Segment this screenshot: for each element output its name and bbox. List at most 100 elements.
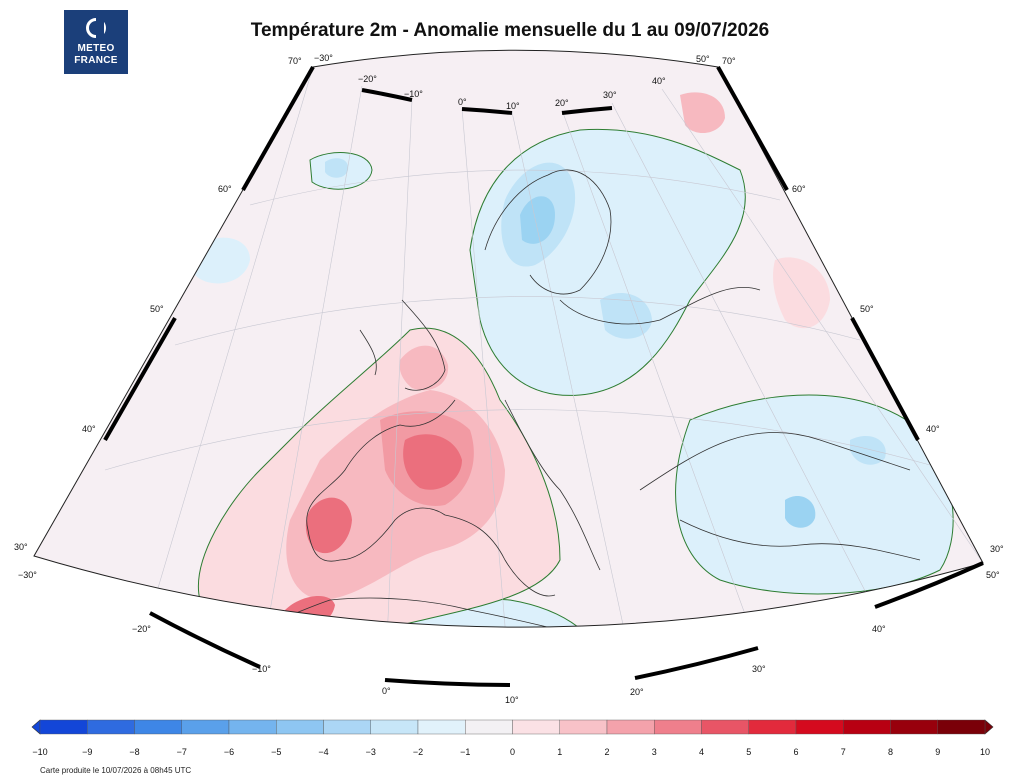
colorbar-tick-label: −5: [271, 747, 282, 757]
meridian-label-top: 30°: [603, 90, 617, 100]
colorbar-swatch: [87, 719, 135, 735]
frame-thick-segments: [103, 66, 984, 687]
meridian-label-bottom: −30°: [18, 570, 37, 580]
cool-region-east: [675, 394, 954, 595]
colorbar-tick-label: 3: [651, 747, 657, 757]
colorbar-tick-label: −9: [82, 747, 93, 757]
parallel-labels-left: 70° 60° 50° 40° 30°: [14, 56, 302, 552]
colorbar-arrow-right: [984, 719, 994, 735]
warm-core-iberia: [305, 497, 352, 554]
meridian-label-bottom: 0°: [382, 686, 391, 696]
map-title: Température 2m - Anomalie mensuelle du 1…: [250, 20, 770, 41]
meridian-label-bottom: 30°: [752, 664, 766, 674]
colorbar-tick-label: 4: [698, 747, 705, 757]
colorbar-swatch: [701, 719, 749, 735]
parallel-labels-right: 70° 60° 50° 40° 30°: [722, 56, 1004, 554]
colorbar-swatch: [748, 719, 797, 735]
colorbar-swatch: [654, 719, 702, 735]
colorbar-swatch: [276, 719, 324, 735]
parallel-label-left: 60°: [218, 184, 232, 194]
colorbar-swatch: [795, 719, 844, 735]
cool-core-turkey: [785, 496, 816, 528]
meridian-labels-top: −30° −20° −10° 0° 10° 20° 30° 40° 50°: [314, 53, 710, 111]
colorbar-swatch: [39, 719, 88, 735]
colorbar-swatch: [181, 719, 230, 735]
meridian-label-top: −20°: [358, 74, 377, 84]
cool-core-africa: [395, 631, 430, 663]
meridian-label-bottom: 20°: [630, 687, 644, 697]
colorbar-swatch: [843, 719, 891, 735]
cool-region-baltic: [600, 292, 652, 339]
parallel-label-left: 70°: [288, 56, 302, 66]
meridian-label-bottom: 40°: [872, 624, 886, 634]
colorbar-swatch: [417, 719, 466, 735]
graticule: [104, 66, 983, 628]
colorbar-tick-label: 2: [604, 747, 610, 757]
colorbar-tick-label: 6: [793, 747, 799, 757]
colorbar: [31, 719, 994, 735]
colorbar-tick-label: −2: [412, 747, 424, 757]
parallel-label-left: 30°: [14, 542, 28, 552]
anomaly-fields: [104, 66, 983, 663]
meridian-label-top: −10°: [404, 89, 423, 99]
colorbar-tick-label: 1: [557, 747, 563, 757]
parallel-label-right: 70°: [722, 56, 736, 66]
warm-region-northeast: [680, 92, 725, 134]
cool-core-scandinavia: [520, 196, 555, 244]
colorbar-tick-label: −3: [365, 747, 376, 757]
colorbar-tick-label: −10: [32, 747, 48, 757]
production-note: Carte produite le 10/07/2026 à 08h45 UTC: [40, 766, 192, 775]
meridian-label-bottom: 50°: [986, 570, 1000, 580]
parallel-label-left: 40°: [82, 424, 96, 434]
colorbar-swatch: [606, 719, 655, 735]
meridian-label-bottom: −10°: [252, 664, 271, 674]
cool-core-caucasus: [850, 436, 886, 465]
coastlines: [229, 169, 921, 628]
colorbar-tick-label: −4: [318, 747, 329, 757]
meridian-label-bottom: 10°: [505, 695, 519, 705]
colorbar-tick-label: 7: [840, 747, 846, 757]
parallel-label-right: 30°: [990, 544, 1004, 554]
colorbar-swatch: [512, 719, 560, 735]
meridian-label-top: 0°: [458, 97, 467, 107]
colorbar-tick-label: −1: [460, 747, 471, 757]
colorbar-swatch: [559, 719, 608, 735]
colorbar-tick-label: 9: [935, 747, 941, 757]
colorbar-tick-label: 8: [887, 747, 894, 757]
parallel-label-right: 60°: [792, 184, 806, 194]
meridian-label-bottom: −20°: [132, 624, 151, 634]
colorbar-swatch: [465, 719, 513, 735]
meridian-label-top: 10°: [506, 101, 520, 111]
colorbar-swatch: [937, 719, 986, 735]
colorbar-tick-label: −6: [223, 747, 235, 757]
colorbar-swatch: [134, 719, 182, 735]
colorbar-arrow-left: [31, 719, 41, 735]
cool-core-atlantic: [325, 158, 349, 178]
meridian-label-top: 50°: [696, 54, 710, 64]
map-frame: [33, 49, 984, 628]
warm-core-france: [403, 434, 462, 490]
parallel-label-right: 50°: [860, 304, 874, 314]
logo-text-line1: METEO: [77, 43, 115, 54]
logo-text-line2: FRANCE: [74, 55, 118, 66]
parallel-label-right: 40°: [926, 424, 940, 434]
meteo-france-emblem-icon: [86, 18, 106, 38]
colorbar-tick-label: 10: [979, 747, 991, 757]
colorbar-swatch: [890, 719, 938, 735]
colorbar-swatch: [370, 719, 419, 735]
warm-region-uk: [399, 345, 449, 391]
meridian-label-top: 40°: [652, 76, 666, 86]
colorbar-tick-label: −8: [129, 747, 140, 757]
colorbar-tick-label: 5: [746, 747, 752, 757]
meridian-label-top: 20°: [555, 98, 569, 108]
meridian-label-top: −30°: [314, 53, 333, 63]
colorbar-tick-label: −7: [176, 747, 187, 757]
colorbar-swatch: [323, 719, 371, 735]
colorbar-swatch: [228, 719, 277, 735]
warm-region-russia: [773, 257, 830, 329]
colorbar-tick-label: 0: [509, 747, 516, 757]
meteo-france-logo: METEO FRANCE: [64, 10, 128, 74]
parallel-label-left: 50°: [150, 304, 164, 314]
meridian-labels-bottom: −30° −20° −10° 0° 10° 20° 30° 40° 50°: [18, 570, 1000, 705]
